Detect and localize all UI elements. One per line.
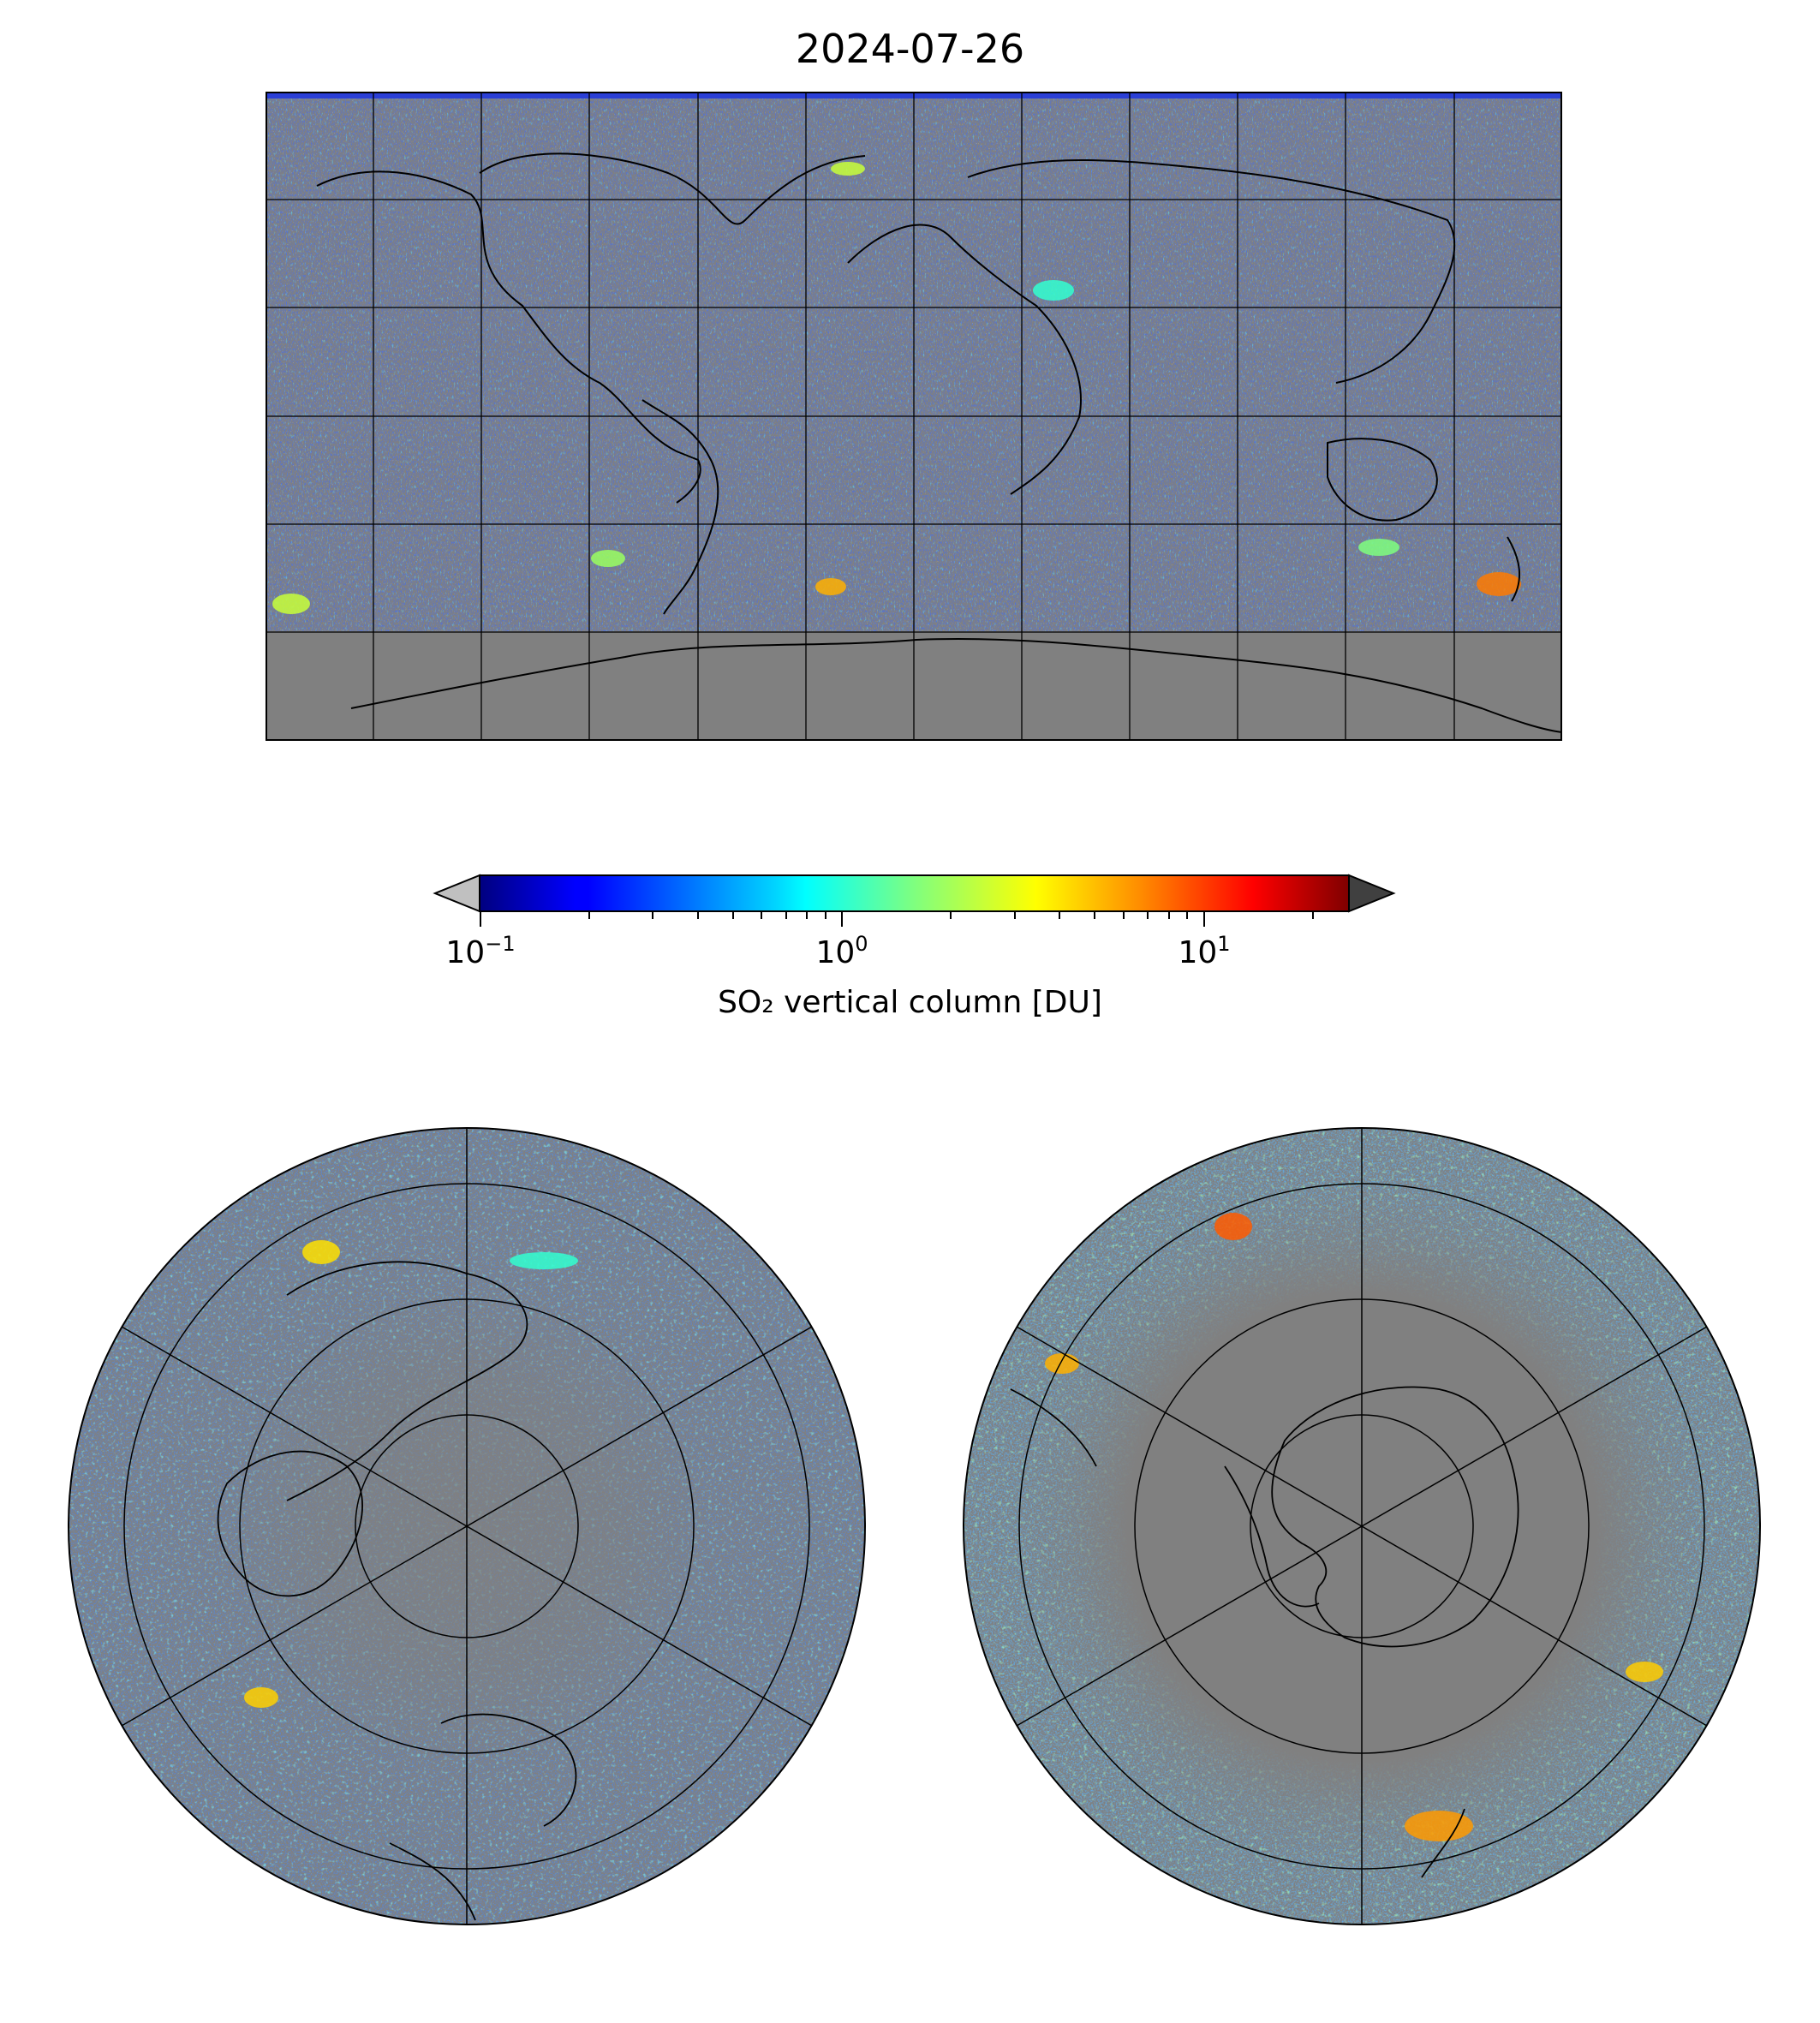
global-hotspots	[272, 162, 1521, 614]
colorbar-frame	[479, 874, 1350, 912]
colorbar-label: SO₂ vertical column [DU]	[718, 985, 1102, 1020]
coastlines	[316, 152, 1562, 733]
colorbar-gradient	[480, 875, 1349, 911]
global-map-frame	[266, 92, 1562, 741]
south-coastlines	[1010, 1386, 1519, 1878]
colorbar	[433, 874, 1396, 927]
colorbar-tick-label-1: 100	[815, 932, 868, 970]
figure-title: 2024-07-26	[795, 26, 1025, 72]
south-hotspots	[1045, 1213, 1663, 1841]
south-map-frame	[963, 1127, 1761, 1925]
north-hotspots	[244, 1240, 578, 1708]
north-gridlines	[121, 1128, 813, 1925]
colorbar-tick-label-10: 101	[1178, 932, 1231, 970]
global-gridlines	[266, 92, 1562, 741]
colorbar-under-extension	[433, 874, 480, 913]
north-polar-map	[68, 1127, 866, 1925]
colorbar-ticks	[480, 911, 1314, 927]
colorbar-over-extension	[1348, 874, 1396, 913]
south-polar-map	[963, 1127, 1761, 1925]
global-map	[266, 92, 1562, 741]
colorbar-tick-label-0.1: 10−1	[445, 932, 516, 970]
north-map-frame	[68, 1127, 866, 1925]
south-gridlines	[1016, 1128, 1708, 1925]
north-coastlines	[217, 1261, 577, 1921]
